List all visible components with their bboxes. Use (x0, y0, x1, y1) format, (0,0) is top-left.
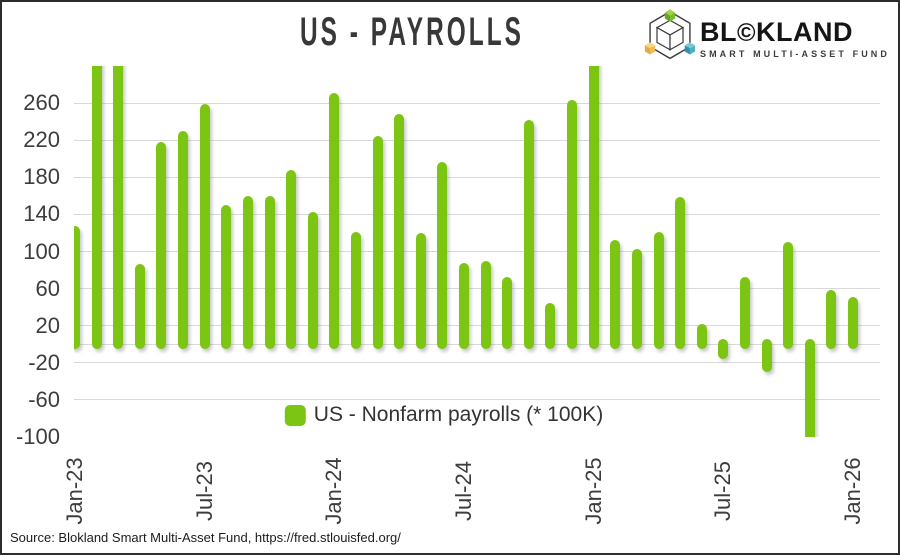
bar-Dec-25 (826, 290, 837, 350)
x-axis-label-Jan-23: Jan-23 (62, 457, 87, 525)
x-axis-label-Jan-26: Jan-26 (840, 457, 865, 525)
logo-o-copyright-glyph: © (736, 18, 756, 47)
bar-Aug-25 (739, 277, 750, 350)
bar-Apr-25 (653, 232, 664, 350)
bar-Aug-24 (480, 260, 491, 350)
legend: US - Nonfarm payrolls (* 100K) (284, 403, 604, 427)
bar-Apr-23 (134, 263, 145, 350)
bar-Jan-24 (329, 92, 340, 350)
y-axis-label-60: 60 (35, 275, 60, 301)
gridline--100 (74, 436, 880, 437)
bar-Sep-24 (502, 277, 513, 350)
y-axis-label-260: 260 (23, 90, 60, 116)
legend-swatch (284, 404, 306, 426)
bar-Mar-24 (372, 136, 383, 350)
gridline--60 (74, 399, 880, 401)
y-axis-label-180: 180 (23, 164, 60, 190)
source-note: Source: Blokland Smart Multi-Asset Fund,… (10, 530, 401, 545)
bar-May-24 (415, 232, 426, 350)
bar-Jun-23 (178, 130, 189, 350)
bar-Feb-24 (350, 232, 361, 350)
bar-May-23 (156, 142, 167, 350)
x-axis-label-Jul-23: Jul-23 (191, 461, 217, 521)
gridline-140 (74, 213, 880, 215)
y-axis-label-100: 100 (23, 238, 60, 264)
bar-Mar-25 (631, 248, 642, 350)
bar-Jan-26 (848, 296, 858, 350)
bar-Feb-25 (610, 240, 621, 350)
bar-Jul-25 (718, 339, 729, 360)
bar-Nov-23 (286, 169, 297, 350)
y-axis-label--100: -100 (15, 424, 60, 449)
bar-Oct-24 (523, 119, 534, 350)
x-axis-label-Jul-25: Jul-25 (710, 461, 736, 521)
bar-Jan-25 (588, 66, 599, 350)
gridline-0 (74, 343, 880, 345)
logo-cube-icon (644, 9, 696, 66)
chart-title: US - PAYROLLS (299, 10, 525, 54)
gridline-220 (74, 139, 880, 141)
plot-area (74, 66, 880, 437)
gridline-260 (74, 102, 880, 104)
blokland-logo: BL©KLAND SMART MULTI-ASSET FUND (644, 9, 890, 66)
bar-Jul-24 (459, 262, 469, 350)
y-axis-label-140: 140 (23, 201, 60, 227)
x-axis-label-Jan-24: Jan-24 (321, 457, 347, 525)
y-axis-label-20: 20 (35, 312, 60, 338)
bar-Jun-25 (696, 323, 707, 350)
x-axis-label-Jul-24: Jul-24 (451, 461, 476, 521)
bar-Jul-23 (199, 104, 210, 350)
logo-wordmark: BL©KLAND (699, 16, 853, 47)
bar-Sep-25 (761, 339, 772, 373)
bar-Oct-23 (264, 195, 275, 350)
bar-Sep-23 (242, 195, 253, 350)
logo-subtitle: SMART MULTI-ASSET FUND (699, 48, 890, 59)
x-axis-label-Jan-25: Jan-25 (580, 457, 606, 525)
bar-Mar-23 (113, 66, 124, 350)
bar-Nov-25 (804, 339, 815, 437)
gridline-180 (74, 176, 880, 178)
bar-Dec-24 (567, 100, 578, 350)
gridline--20 (74, 362, 880, 364)
bar-Jun-24 (437, 162, 448, 350)
gridline-20 (74, 325, 880, 327)
bar-Jan-23 (74, 225, 80, 350)
bar-Apr-24 (394, 114, 405, 350)
gridline-60 (74, 288, 880, 290)
bar-Oct-25 (783, 242, 794, 350)
bar-Feb-23 (91, 66, 102, 350)
y-axis-label--20: -20 (28, 349, 60, 375)
y-axis-label-220: 220 (23, 127, 60, 153)
gridline-100 (74, 251, 880, 252)
bar-May-25 (675, 196, 686, 350)
legend-label: US - Nonfarm payrolls (* 100K) (313, 403, 604, 426)
bar-Dec-23 (307, 211, 318, 350)
y-axis-label--60: -60 (28, 386, 60, 412)
bar-Aug-23 (221, 205, 232, 350)
bar-Nov-24 (545, 302, 556, 350)
